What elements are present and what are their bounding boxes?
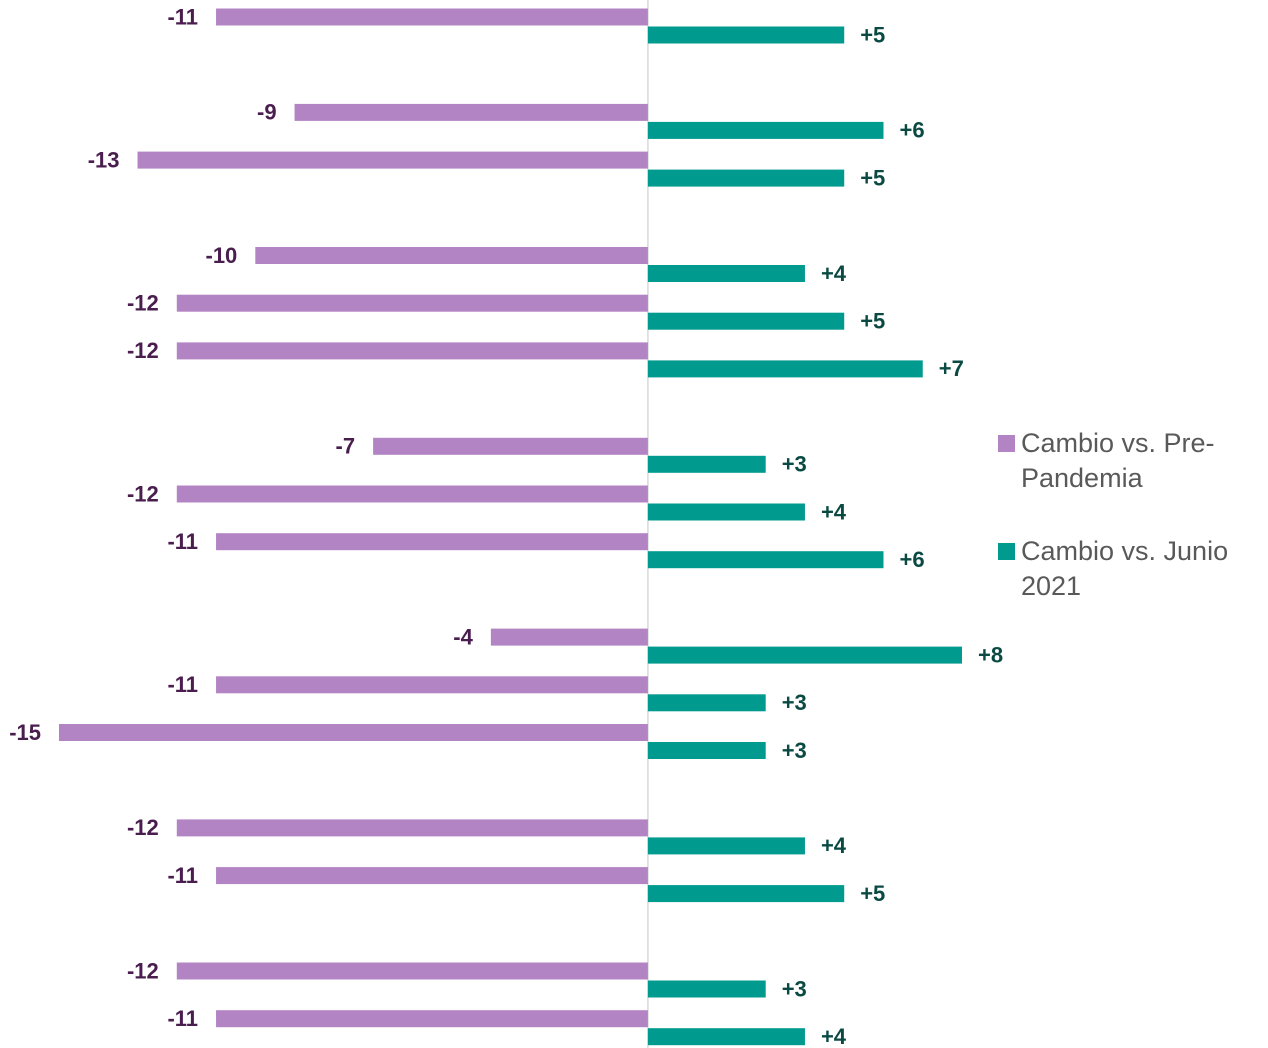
- bar: [176, 342, 648, 360]
- value-label: +3: [782, 976, 807, 1001]
- bar: [255, 247, 648, 264]
- bar: [373, 437, 648, 455]
- legend-swatch: [998, 543, 1015, 560]
- value-label: -11: [167, 529, 198, 554]
- value-label: -12: [127, 958, 159, 983]
- bar: [59, 724, 648, 741]
- bar: [647, 312, 845, 330]
- bar: [294, 103, 648, 121]
- value-label: -11: [167, 4, 198, 29]
- bar: [216, 867, 648, 885]
- bar: [647, 1028, 805, 1046]
- bar: [647, 646, 962, 664]
- value-label: -11: [167, 672, 198, 697]
- bar: [647, 551, 884, 569]
- bar: [647, 980, 766, 998]
- value-label: +4: [821, 833, 847, 858]
- value-label: -13: [88, 147, 120, 172]
- bar: [137, 151, 648, 169]
- bar: [647, 455, 766, 473]
- value-label: +5: [860, 309, 885, 334]
- value-label: -15: [9, 720, 41, 745]
- bar: [490, 628, 648, 646]
- bar: [647, 26, 845, 44]
- legend-item: Cambio vs. Junio 2021: [998, 534, 1266, 604]
- value-label: +4: [821, 261, 847, 286]
- legend-item: Cambio vs. Pre-Pandemia: [998, 426, 1266, 496]
- bar: [176, 294, 648, 312]
- value-label: +7: [939, 356, 964, 381]
- value-label: -12: [127, 291, 159, 316]
- value-label: -11: [167, 863, 198, 888]
- value-label: -7: [336, 434, 356, 459]
- legend-label: Cambio vs. Junio 2021: [1021, 536, 1229, 601]
- bar: [216, 676, 648, 694]
- bar: [647, 885, 845, 903]
- bar: [647, 265, 805, 282]
- bar: [647, 360, 923, 378]
- value-label: -10: [206, 243, 238, 268]
- value-label: +5: [860, 165, 885, 190]
- value-label: -11: [167, 1006, 198, 1031]
- bar: [647, 503, 805, 521]
- bar: [216, 533, 648, 551]
- bar: [216, 1010, 648, 1028]
- value-label: +6: [899, 118, 924, 143]
- value-label: -12: [127, 815, 159, 840]
- value-label: -4: [453, 624, 473, 649]
- value-label: +3: [782, 452, 807, 477]
- legend: Cambio vs. Pre-Pandemia Cambio vs. Junio …: [998, 426, 1266, 642]
- value-label: +8: [978, 642, 1003, 667]
- bar: [176, 962, 648, 980]
- bar: [176, 485, 648, 503]
- value-label: +3: [782, 690, 807, 715]
- value-label: +4: [821, 499, 847, 524]
- bar: [647, 837, 805, 855]
- bar: [647, 694, 766, 712]
- bar: [647, 742, 766, 759]
- value-label: +3: [782, 738, 807, 763]
- bar: [176, 819, 648, 837]
- value-label: +6: [899, 547, 924, 572]
- value-label: -12: [127, 481, 159, 506]
- bar: [647, 169, 845, 187]
- bar: [647, 121, 884, 139]
- value-label: +5: [860, 881, 885, 906]
- value-label: -9: [257, 100, 277, 125]
- bar: [216, 8, 648, 26]
- value-label: +5: [860, 22, 885, 47]
- legend-label: Cambio vs. Pre-Pandemia: [1021, 428, 1215, 493]
- legend-swatch: [998, 435, 1015, 452]
- value-label: +4: [821, 1024, 847, 1048]
- value-label: -12: [127, 338, 159, 363]
